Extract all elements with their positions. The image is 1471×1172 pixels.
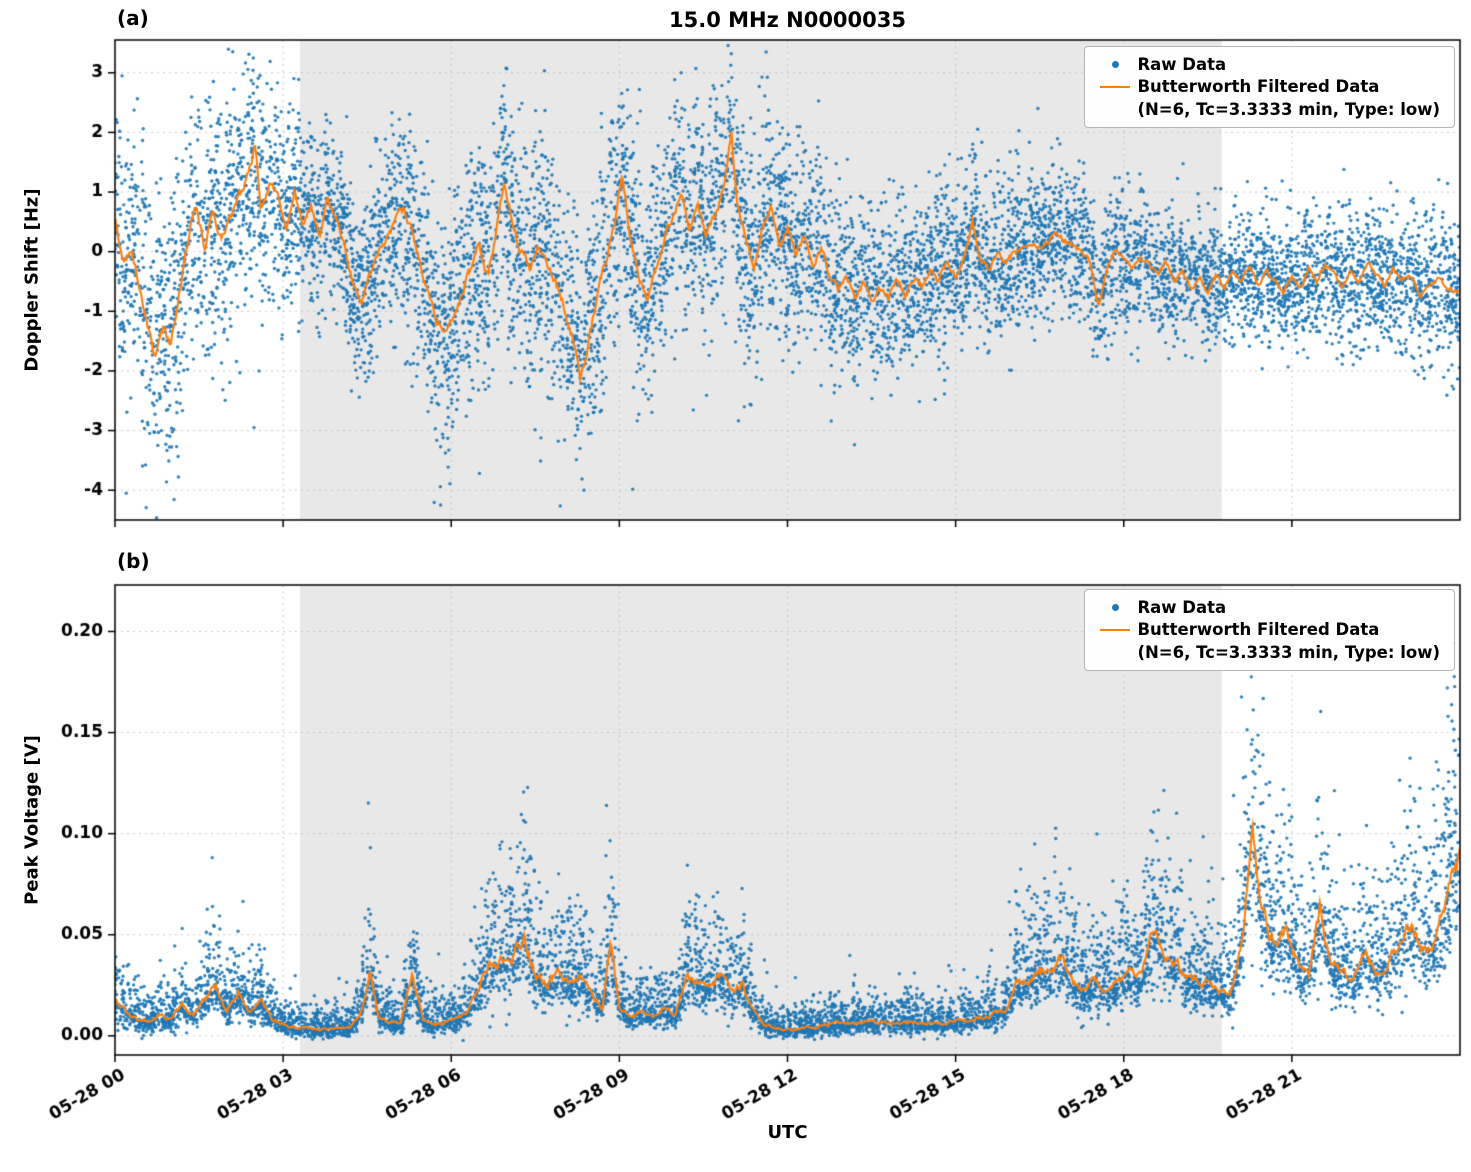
legend-filtered-row: Butterworth Filtered Data [1093, 76, 1440, 97]
panel-b-label: (b) [117, 549, 150, 573]
raw-data-dot-icon [1093, 604, 1137, 612]
panel-a-label: (a) [117, 6, 149, 30]
legend-raw-label: Raw Data [1137, 55, 1227, 74]
legend-filtered-sublabel: (N=6, Tc=3.3333 min, Type: low) [1137, 642, 1440, 662]
legend-filtered-label: Butterworth Filtered Data [1137, 77, 1380, 97]
legend-filtered-row: Butterworth Filtered Data [1093, 619, 1440, 640]
x-axis-label-utc: UTC [767, 1122, 808, 1143]
legend-raw-row: Raw Data [1093, 54, 1440, 75]
legend-filtered-label: Butterworth Filtered Data [1137, 620, 1380, 640]
legend-raw-row: Raw Data [1093, 597, 1440, 618]
legend-raw-label: Raw Data [1137, 598, 1227, 617]
filtered-line-icon [1093, 629, 1137, 632]
legend-panel-b: Raw Data Butterworth Filtered Data (N=6,… [1084, 589, 1455, 672]
y-axis-label-voltage: Peak Voltage [V] [21, 735, 43, 905]
raw-data-dot-icon [1093, 61, 1137, 69]
filtered-line-icon [1093, 86, 1137, 89]
y-axis-label-doppler: Doppler Shift [Hz] [21, 188, 43, 372]
legend-panel-a: Raw Data Butterworth Filtered Data (N=6,… [1084, 46, 1455, 129]
legend-filtered-sublabel: (N=6, Tc=3.3333 min, Type: low) [1137, 99, 1440, 119]
chart-title: 15.0 MHz N0000035 [669, 8, 906, 32]
